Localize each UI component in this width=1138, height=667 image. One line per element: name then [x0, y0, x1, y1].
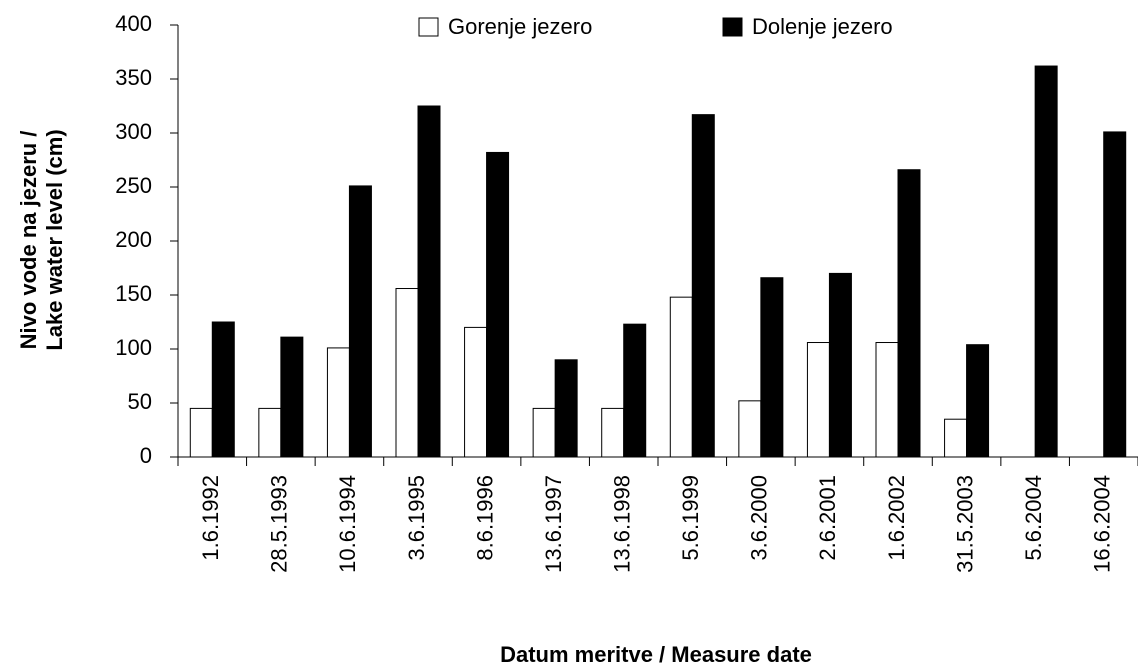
- bar: [806, 342, 830, 458]
- legend-label: Dolenje jezero: [752, 14, 893, 39]
- bar: [966, 344, 990, 458]
- bar: [464, 326, 488, 458]
- x-tick-label: 5.6.2004: [1021, 475, 1046, 561]
- bar: [532, 407, 556, 458]
- legend-swatch: [418, 17, 439, 37]
- y-tick-label: 300: [115, 119, 152, 144]
- x-tick-label: 16.6.2004: [1090, 475, 1115, 573]
- bar: [280, 336, 304, 458]
- x-tick-label: 3.6.1995: [404, 475, 429, 561]
- bar: [486, 151, 510, 458]
- x-tick-label: 5.6.1999: [678, 475, 703, 561]
- legend-swatch: [722, 17, 743, 37]
- bar: [554, 359, 578, 458]
- bar: [326, 347, 350, 458]
- x-tick-label: 2.6.2001: [815, 475, 840, 561]
- y-tick-label: 150: [115, 281, 152, 306]
- x-tick-label: 28.5.1993: [267, 475, 292, 573]
- bar: [875, 342, 899, 458]
- y-tick-label: 250: [115, 173, 152, 198]
- bar: [691, 114, 715, 458]
- bar: [189, 407, 213, 458]
- y-tick-label: 0: [140, 443, 152, 468]
- y-tick-label: 100: [115, 335, 152, 360]
- bar: [258, 407, 282, 458]
- x-tick-label: 13.6.1997: [541, 475, 566, 573]
- bar: [828, 272, 852, 458]
- bar: [1034, 65, 1058, 458]
- bar: [1103, 131, 1127, 458]
- bar: [211, 321, 235, 458]
- bar: [669, 296, 693, 458]
- x-tick-label: 3.6.2000: [747, 475, 772, 561]
- x-tick-label: 1.6.2002: [884, 475, 909, 561]
- y-tick-label: 200: [115, 227, 152, 252]
- x-axis-title: Datum meritve / Measure date: [500, 642, 812, 667]
- y-axis-title: Nivo vode na jezeru /: [16, 131, 41, 350]
- x-tick-label: 13.6.1998: [610, 475, 635, 573]
- bar: [395, 288, 419, 458]
- x-tick-label: 1.6.1992: [198, 475, 223, 561]
- x-tick-label: 31.5.2003: [952, 475, 977, 573]
- y-tick-label: 50: [128, 389, 152, 414]
- bar: [944, 418, 968, 458]
- x-tick-label: 8.6.1996: [472, 475, 497, 561]
- bar: [623, 323, 647, 458]
- bar: [738, 400, 762, 458]
- bar: [417, 105, 441, 458]
- bar: [601, 407, 625, 458]
- y-axis-title: Lake water level (cm): [42, 129, 67, 350]
- bar: [348, 185, 372, 458]
- legend-label: Gorenje jezero: [448, 14, 592, 39]
- bar: [760, 277, 784, 458]
- y-tick-label: 350: [115, 65, 152, 90]
- bar: [897, 169, 921, 458]
- x-tick-label: 10.6.1994: [335, 475, 360, 573]
- y-tick-label: 400: [115, 11, 152, 36]
